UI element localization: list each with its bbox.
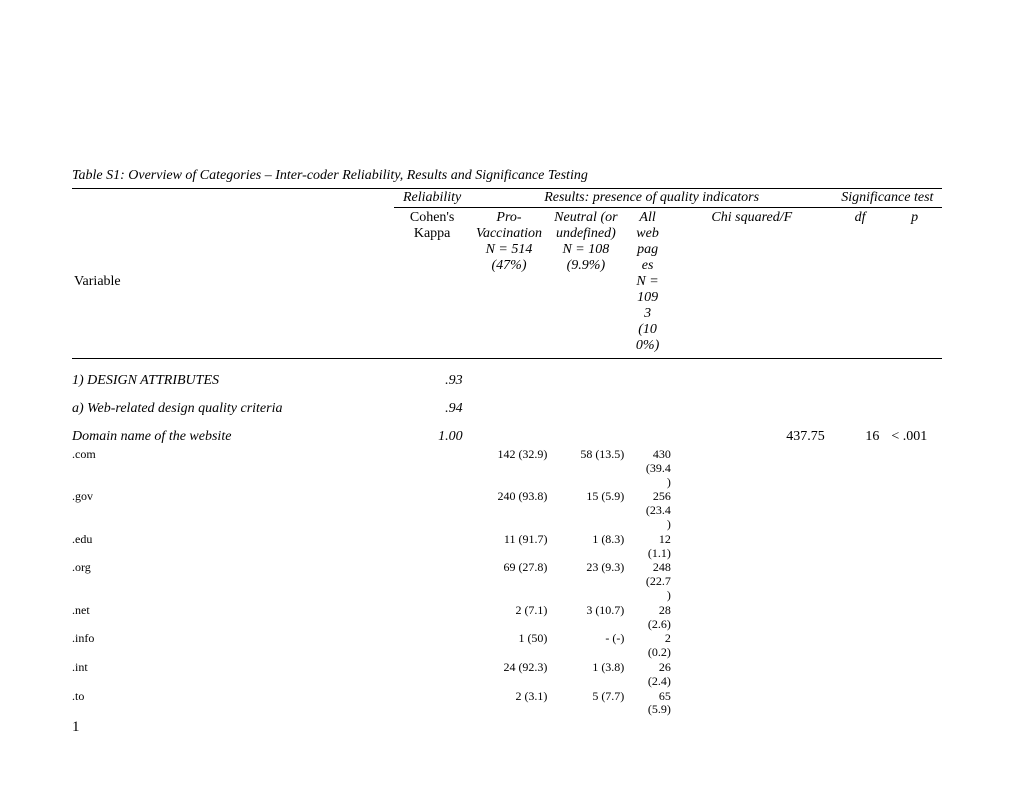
pro-cell: 24 (92.3) xyxy=(471,660,548,689)
pro-cell: 240 (93.8) xyxy=(471,489,548,531)
all-cell: 28 (2.6) xyxy=(624,603,671,632)
column-header-row: Variable Cohen's Kappa Pro-Vaccination N… xyxy=(72,208,942,359)
chi-cell xyxy=(671,391,833,419)
group-sig: Significance test xyxy=(833,189,942,208)
all-cell: 12 (1.1) xyxy=(624,532,671,561)
col-kappa: Cohen's Kappa xyxy=(394,208,471,359)
group-reliability: Reliability xyxy=(394,189,471,208)
pro-cell: 11 (91.7) xyxy=(471,532,548,561)
p-cell xyxy=(887,359,942,392)
df-cell xyxy=(833,391,888,419)
table-row: Domain name of the website1.00 437.7516< … xyxy=(72,419,942,447)
col-all: All web pag es N = 109 3 (10 0%) xyxy=(624,208,671,359)
p-cell xyxy=(887,391,942,419)
all-cell: 256 (23.4 ) xyxy=(624,489,671,531)
table-row: .gov 240 (93.8)15 (5.9)256 (23.4 ) xyxy=(72,489,942,531)
neutral-cell: 1 (3.8) xyxy=(547,660,624,689)
col-pro: Pro-Vaccination N = 514 (47%) xyxy=(471,208,548,359)
col-chi: Chi squared/F xyxy=(671,208,833,359)
table-row: .int 24 (92.3)1 (3.8)26 (2.4) xyxy=(72,660,942,689)
row-label: .edu xyxy=(72,532,394,561)
table-row: .org 69 (27.8)23 (9.3)248 (22.7 ) xyxy=(72,560,942,602)
all-cell: 2 (0.2) xyxy=(624,631,671,660)
row-label: .org xyxy=(72,560,394,602)
page-number: 1 xyxy=(72,719,80,736)
table-row: .com 142 (32.9)58 (13.5)430 (39.4 ) xyxy=(72,447,942,489)
neutral-cell: 3 (10.7) xyxy=(547,603,624,632)
table-row: .net 2 (7.1)3 (10.7)28 (2.6) xyxy=(72,603,942,632)
neutral-cell: 1 (8.3) xyxy=(547,532,624,561)
table-title: Table S1: Overview of Categories – Inter… xyxy=(72,168,948,184)
row-label: Domain name of the website xyxy=(72,419,394,447)
neutral-cell: 15 (5.9) xyxy=(547,489,624,531)
df-cell: 16 xyxy=(833,419,888,447)
row-label: .net xyxy=(72,603,394,632)
row-label: .gov xyxy=(72,489,394,531)
row-label: .int xyxy=(72,660,394,689)
table-row: 1) DESIGN ATTRIBUTES.93 xyxy=(72,359,942,392)
kappa-cell: 1.00 xyxy=(394,419,471,447)
row-label: a) Web-related design quality criteria xyxy=(72,391,394,419)
neutral-cell: 23 (9.3) xyxy=(547,560,624,602)
row-label: .info xyxy=(72,631,394,660)
col-variable: Variable xyxy=(72,208,394,359)
neutral-cell: 5 (7.7) xyxy=(547,689,624,718)
row-label: 1) DESIGN ATTRIBUTES xyxy=(72,359,394,392)
chi-cell xyxy=(671,359,833,392)
group-header-row: Reliability Results: presence of quality… xyxy=(72,189,942,208)
row-label: .to xyxy=(72,689,394,718)
table-row: .edu 11 (91.7)1 (8.3)12 (1.1) xyxy=(72,532,942,561)
col-p: p xyxy=(887,208,942,359)
pro-cell: 69 (27.8) xyxy=(471,560,548,602)
kappa-cell: .93 xyxy=(394,359,471,392)
df-cell xyxy=(833,359,888,392)
blank-cell xyxy=(72,189,394,208)
table-row: .to 2 (3.1)5 (7.7)65 (5.9) xyxy=(72,689,942,718)
all-cell: 65 (5.9) xyxy=(624,689,671,718)
row-label: .com xyxy=(72,447,394,489)
neutral-cell: - (-) xyxy=(547,631,624,660)
pro-cell: 2 (7.1) xyxy=(471,603,548,632)
table-row: a) Web-related design quality criteria.9… xyxy=(72,391,942,419)
p-cell: < .001 xyxy=(887,419,942,447)
pro-cell: 1 (50) xyxy=(471,631,548,660)
neutral-cell: 58 (13.5) xyxy=(547,447,624,489)
all-cell: 248 (22.7 ) xyxy=(624,560,671,602)
col-neutral: Neutral (or undefined) N = 108 (9.9%) xyxy=(547,208,624,359)
all-cell: 430 (39.4 ) xyxy=(624,447,671,489)
table-row: .info 1 (50)- (-)2 (0.2) xyxy=(72,631,942,660)
pro-cell: 142 (32.9) xyxy=(471,447,548,489)
all-cell: 26 (2.4) xyxy=(624,660,671,689)
chi-cell: 437.75 xyxy=(671,419,833,447)
col-df: df xyxy=(833,208,888,359)
pro-cell: 2 (3.1) xyxy=(471,689,548,718)
kappa-cell: .94 xyxy=(394,391,471,419)
group-results: Results: presence of quality indicators xyxy=(471,189,833,208)
data-table: Reliability Results: presence of quality… xyxy=(72,188,942,717)
